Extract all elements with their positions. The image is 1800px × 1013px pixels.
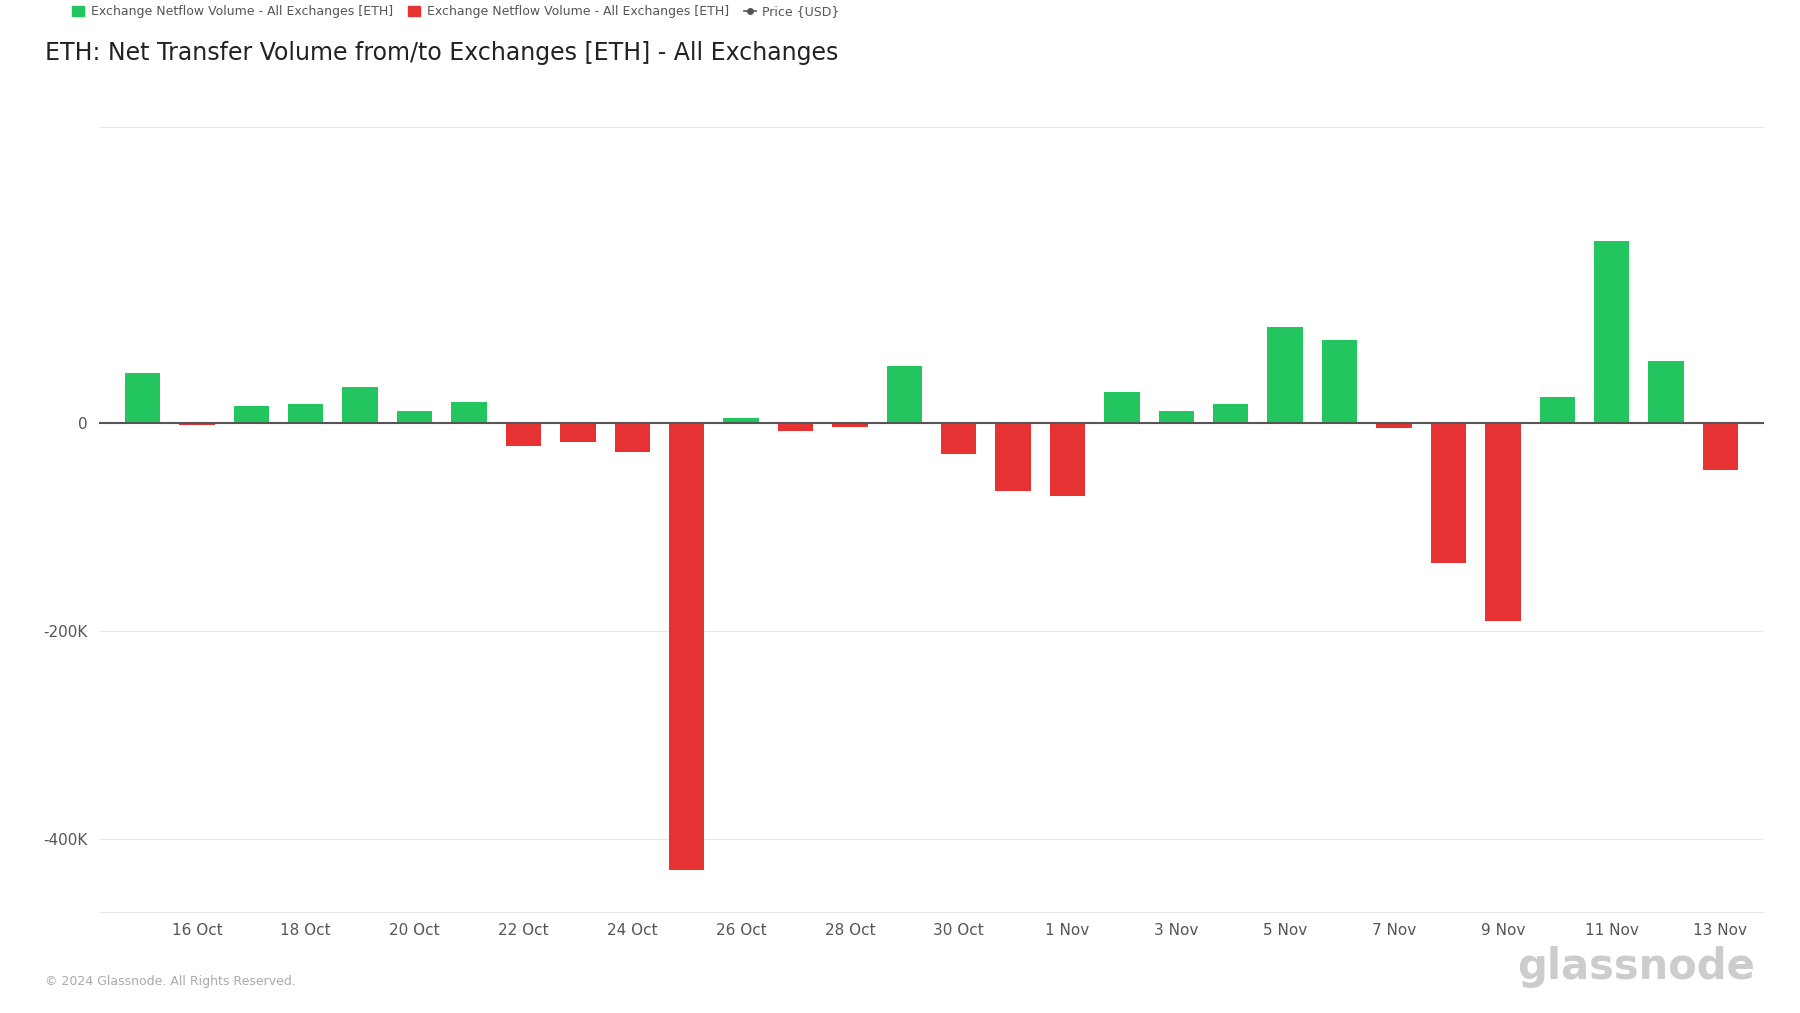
Bar	[560, 423, 596, 442]
Bar	[1431, 423, 1465, 563]
Bar	[124, 373, 160, 423]
Bar	[342, 387, 378, 423]
Bar	[670, 423, 704, 870]
Text: ETH: Net Transfer Volume from/to Exchanges [ETH] - All Exchanges: ETH: Net Transfer Volume from/to Exchang…	[45, 41, 839, 65]
Bar	[614, 423, 650, 452]
Legend: Exchange Netflow Volume - All Exchanges [ETH], Exchange Netflow Volume - All Exc: Exchange Netflow Volume - All Exchanges …	[72, 5, 841, 18]
Bar	[180, 423, 214, 425]
Bar	[1321, 340, 1357, 423]
Text: glassnode: glassnode	[1517, 946, 1755, 988]
Bar	[832, 423, 868, 427]
Bar	[1159, 410, 1193, 423]
Bar	[234, 406, 268, 423]
Bar	[1485, 423, 1521, 621]
Bar	[941, 423, 976, 454]
Bar	[778, 423, 814, 432]
Bar	[1649, 361, 1683, 423]
Bar	[1703, 423, 1739, 470]
Bar	[1049, 423, 1085, 495]
Bar	[724, 417, 760, 423]
Bar	[1595, 241, 1629, 423]
Text: © 2024 Glassnode. All Rights Reserved.: © 2024 Glassnode. All Rights Reserved.	[45, 975, 295, 988]
Bar	[887, 366, 922, 423]
Bar	[288, 404, 324, 423]
Bar	[1213, 404, 1249, 423]
Bar	[1103, 392, 1139, 423]
Bar	[1377, 423, 1411, 428]
Bar	[995, 423, 1031, 490]
Bar	[506, 423, 542, 446]
Bar	[1539, 397, 1575, 423]
Bar	[398, 410, 432, 423]
Bar	[452, 402, 486, 423]
Bar	[1267, 327, 1303, 423]
